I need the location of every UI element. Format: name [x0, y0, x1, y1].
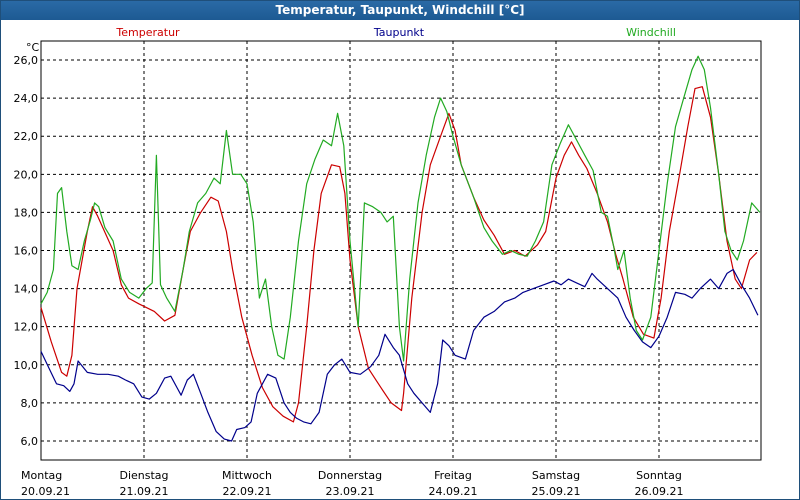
x-tick-date: 25.09.21 — [532, 485, 581, 498]
y-tick-label: 26,0 — [14, 54, 39, 67]
legend-windchill: Windchill — [626, 26, 676, 39]
y-tick-label: 16,0 — [14, 245, 39, 258]
x-tick-weekday: Mittwoch — [222, 469, 272, 482]
x-tick-weekday: Sonntag — [636, 469, 682, 482]
legend-taupunkt: Taupunkt — [373, 26, 425, 39]
x-tick-weekday: Freitag — [434, 469, 472, 482]
y-tick-label: 20,0 — [14, 168, 39, 181]
y-tick-label: 10,0 — [14, 359, 39, 372]
y-axis-unit: °C — [26, 41, 40, 54]
grid — [40, 40, 762, 461]
series-line-windchill — [40, 55, 761, 362]
x-tick-date: 22.09.21 — [223, 485, 272, 498]
y-tick-label: 22,0 — [14, 130, 39, 143]
y-tick-label: 12,0 — [14, 321, 39, 334]
series-line-temperatur — [40, 86, 758, 423]
x-tick-weekday: Samstag — [532, 469, 580, 482]
x-tick-weekday: Dienstag — [119, 469, 168, 482]
x-tick-date: 20.09.21 — [21, 485, 70, 498]
y-tick-label: 6,0 — [21, 435, 39, 448]
series-line-taupunkt — [40, 268, 759, 442]
legend-temperatur: Temperatur — [115, 26, 180, 39]
y-tick-label: 24,0 — [14, 92, 39, 105]
x-tick-weekday: Donnerstag — [318, 469, 382, 482]
y-tick-label: 14,0 — [14, 283, 39, 296]
axes: 6,0 8,0 10,0 12,0 14,0 16,0 18,0 20,0 22,0 24,0 26… — [14, 41, 684, 498]
x-tick-weekday: Montag — [21, 469, 62, 482]
series-lines — [40, 55, 761, 442]
x-tick-date: 23.09.21 — [326, 485, 375, 498]
legend: Temperatur Taupunkt Windchill — [115, 26, 676, 39]
x-tick-date: 26.09.21 — [635, 485, 684, 498]
window-title: Temperatur, Taupunkt, Windchill [°C] — [1, 1, 799, 20]
x-tick-date: 24.09.21 — [429, 485, 478, 498]
y-tick-label: 18,0 — [14, 206, 39, 219]
x-tick-date: 21.09.21 — [120, 485, 169, 498]
y-tick-label: 8,0 — [21, 397, 39, 410]
